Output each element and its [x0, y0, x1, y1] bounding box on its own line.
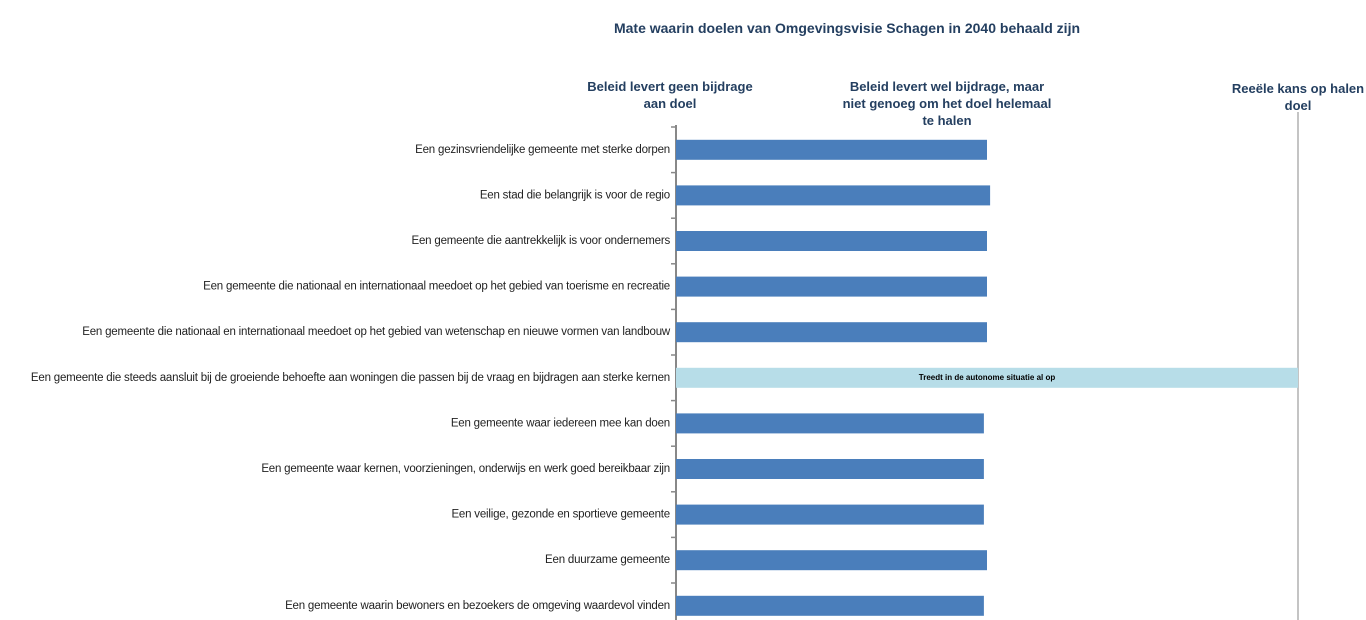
y-tick-label: Een gemeente die steeds aansluit bij de … — [31, 372, 670, 384]
bar — [676, 459, 984, 479]
y-tick-label: Een gemeente waar kernen, voorzieningen,… — [261, 463, 670, 475]
bar-label: Treedt in de autonome situatie al op — [919, 373, 1056, 382]
y-tick-label: Een duurzame gemeente — [545, 554, 670, 566]
bar — [676, 322, 987, 343]
bar — [676, 231, 987, 251]
bar — [676, 185, 991, 206]
bar — [676, 276, 987, 297]
chart-title: Mate waarin doelen van Omgevingsvisie Sc… — [613, 20, 1081, 36]
y-tick-label: Een gemeente die nationaal en internatio… — [82, 326, 671, 338]
bar — [676, 550, 987, 571]
bar — [676, 139, 987, 160]
bar — [676, 413, 984, 434]
x-tick-label: Beleid levert wel bijdrage, maar niet ge… — [842, 79, 1052, 128]
y-tick-label: Een gemeente waar iedereen mee kan doen — [451, 417, 670, 429]
x-tick-label: Reeële kans op halen doel — [1231, 81, 1365, 113]
bar — [676, 367, 1298, 388]
bar — [676, 595, 984, 616]
y-tick-label: Een gemeente die aantrekkelijk is voor o… — [412, 235, 671, 247]
y-tick-label: Een veilige, gezonde en sportieve gemeen… — [451, 509, 670, 521]
y-tick-label: Een gemeente waarin bewoners en bezoeker… — [285, 600, 670, 612]
x-tick-label: Beleid levert geen bijdrage aan doel — [587, 79, 753, 111]
y-tick-label: Een gezinsvriendelijke gemeente met ster… — [415, 144, 670, 156]
y-tick-label: Een stad die belangrijk is voor de regio — [480, 189, 670, 201]
y-tick-label: Een gemeente die nationaal en internatio… — [203, 281, 670, 293]
bar — [676, 504, 984, 525]
